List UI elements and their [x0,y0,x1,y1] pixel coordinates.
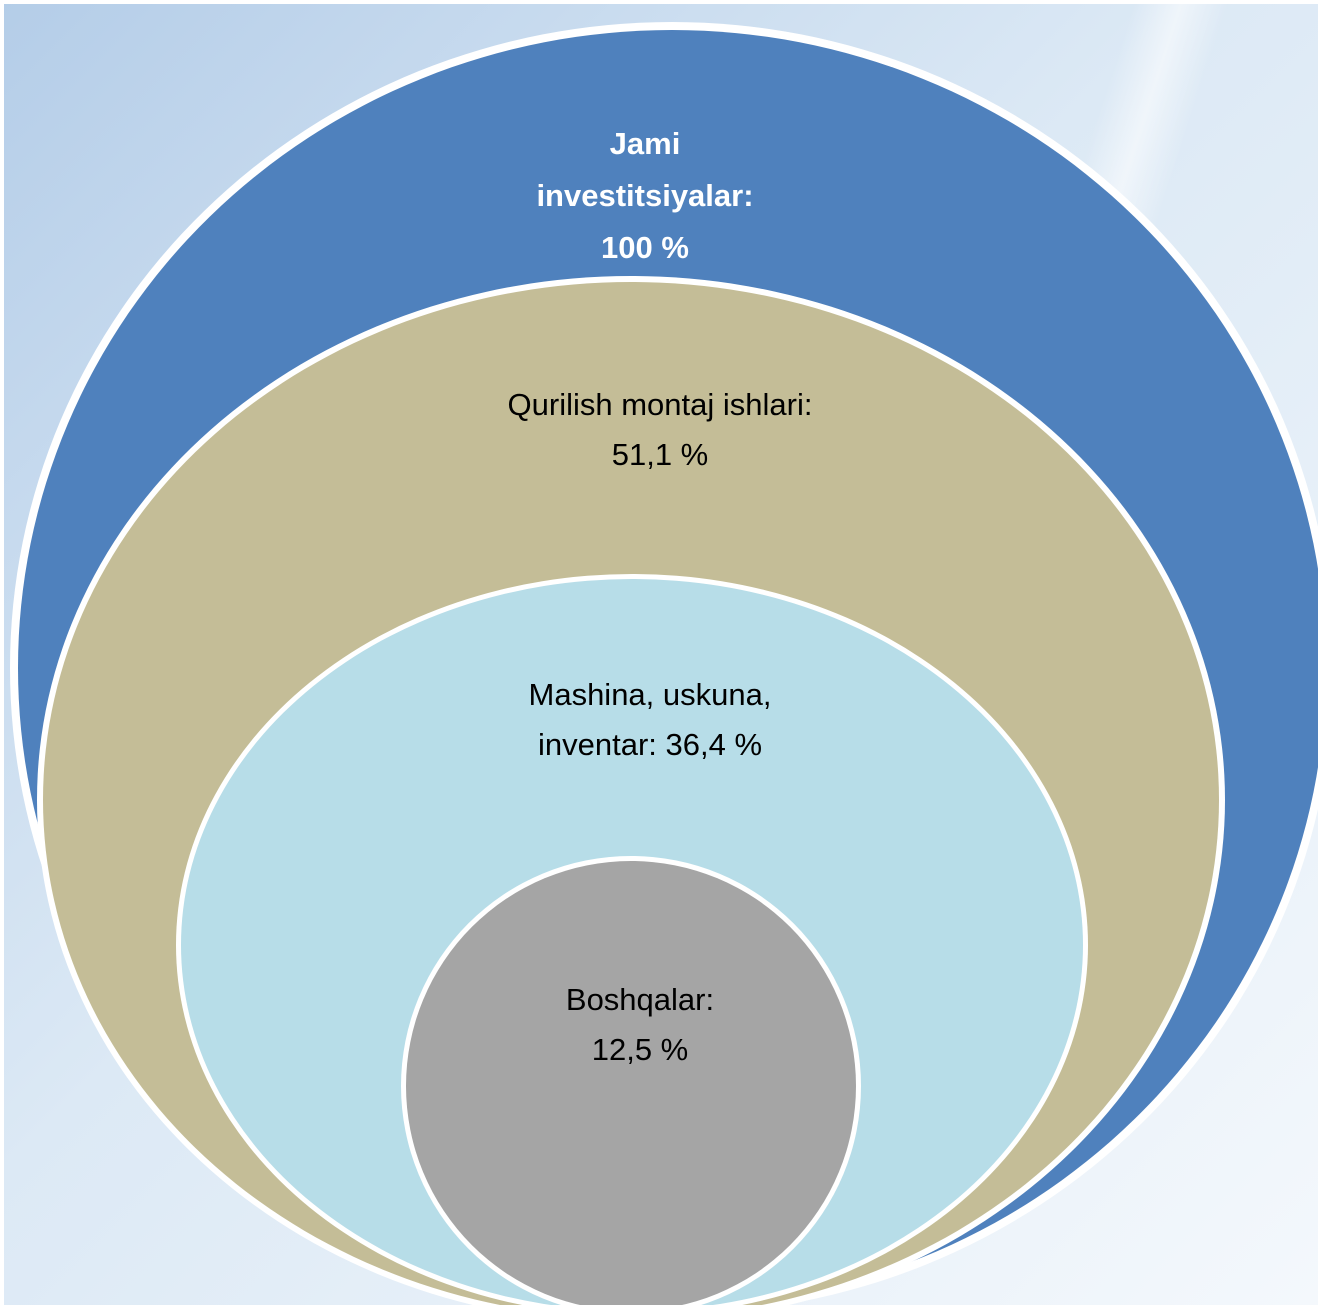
label-jami-investitsiyalar: Jami investitsiyalar: 100 % [536,126,754,265]
circle-boshqalar [406,861,856,1309]
label-qurilish-montaj: Qurilish montaj ishlari: 51,1 % [507,387,813,472]
label-mashina-uskuna: Mashina, uskuna, inventar: 36,4 % [528,677,772,762]
label-boshqalar: Boshqalar: 12,5 % [565,982,715,1067]
